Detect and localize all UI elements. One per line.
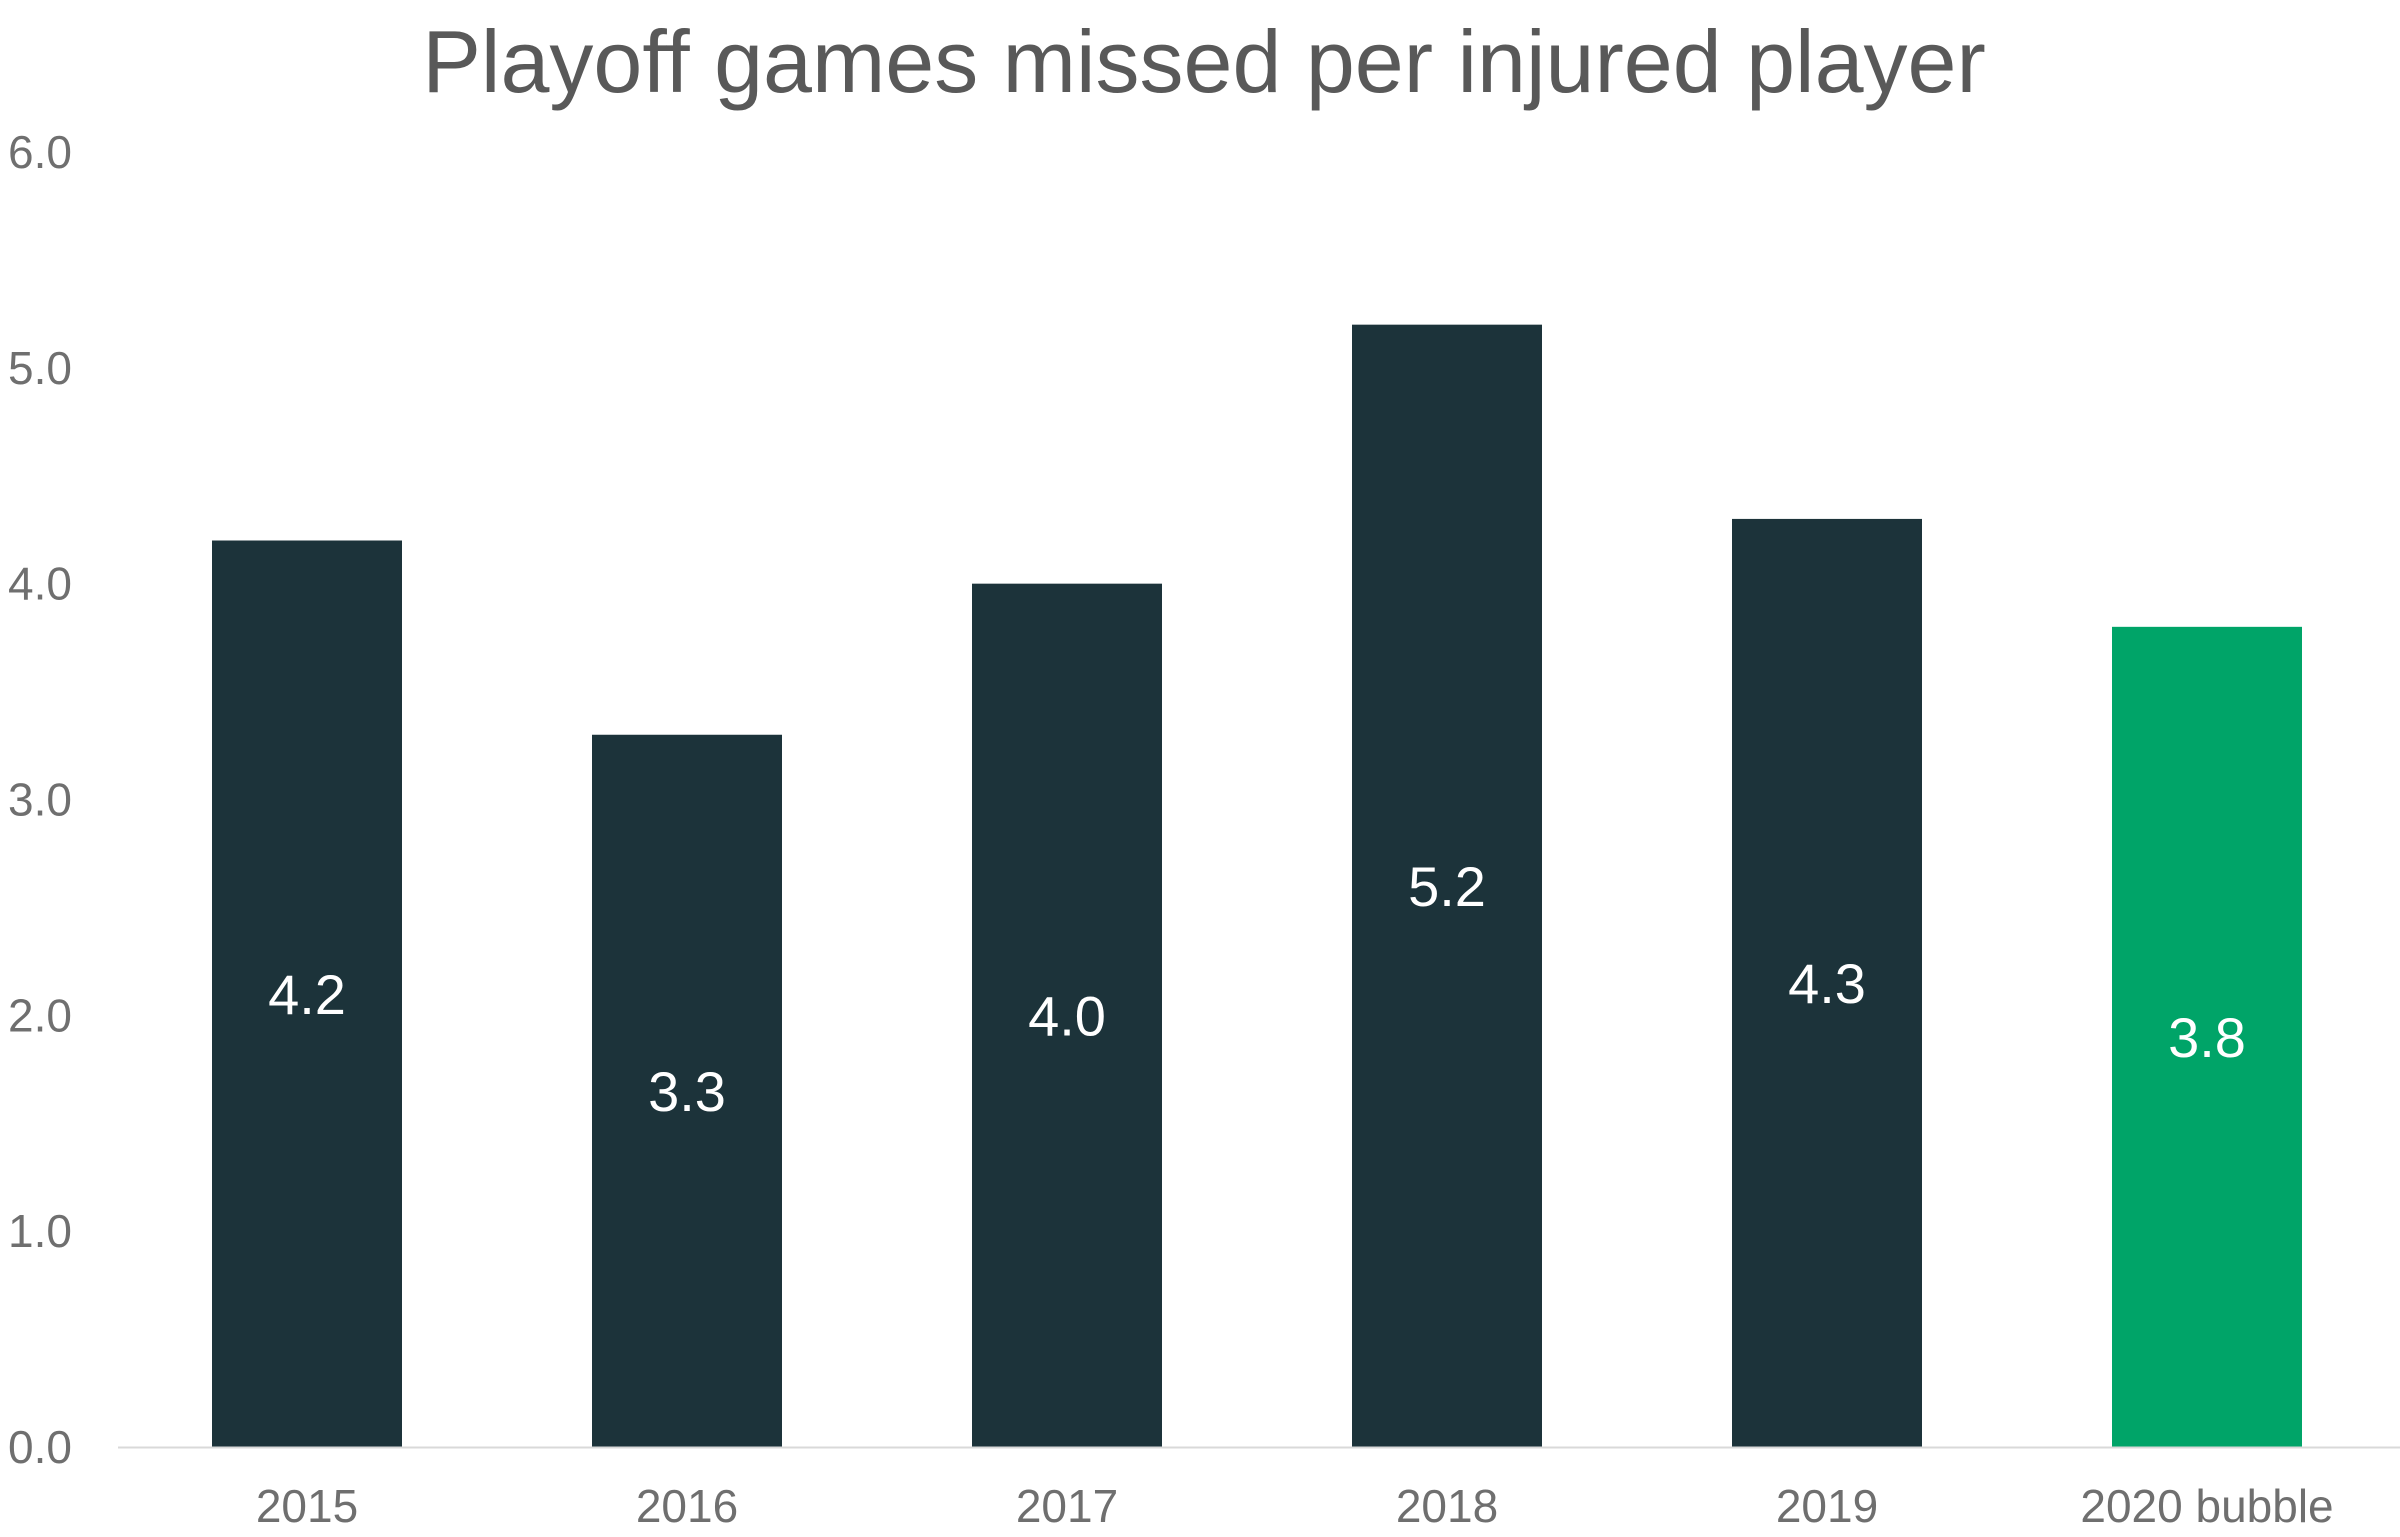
x-category-label: 2017 [1016, 1480, 1118, 1532]
bar-value-label: 4.3 [1788, 952, 1866, 1015]
bar-value-label: 5.2 [1408, 855, 1486, 918]
bars [212, 324, 2302, 1448]
y-tick-label: 5.0 [8, 342, 72, 394]
y-tick-label: 4.0 [8, 558, 72, 610]
y-tick-label: 3.0 [8, 774, 72, 826]
bar [212, 540, 402, 1447]
bar [2112, 626, 2302, 1447]
y-tick-label: 0.0 [8, 1421, 72, 1473]
y-tick-label: 1.0 [8, 1205, 72, 1257]
bar [972, 583, 1162, 1447]
bar-value-label: 4.0 [1028, 984, 1106, 1047]
bar-value-label: 4.2 [268, 963, 346, 1026]
x-axis: 2015 2016 2017 2018 2019 2020 bubble [118, 1446, 2400, 1532]
bar-value-label: 3.3 [648, 1060, 726, 1123]
x-category-label: 2016 [636, 1480, 738, 1532]
bar [1352, 324, 1542, 1448]
x-category-label: 2018 [1396, 1480, 1498, 1532]
value-labels: 4.2 3.3 4.0 5.2 4.3 3.8 [268, 855, 2246, 1123]
y-axis: 0.0 1.0 2.0 3.0 4.0 5.0 6.0 [8, 126, 72, 1473]
y-tick-label: 2.0 [8, 989, 72, 1041]
y-tick-label: 6.0 [8, 126, 72, 178]
bar-value-label: 3.8 [2168, 1006, 2246, 1069]
bar [1732, 518, 1922, 1447]
chart-title: Playoff games missed per injured player [422, 12, 1986, 111]
bar [592, 734, 782, 1447]
x-category-label: 2019 [1776, 1480, 1878, 1532]
x-category-label: 2015 [256, 1480, 358, 1532]
x-category-label: 2020 bubble [2080, 1480, 2333, 1532]
